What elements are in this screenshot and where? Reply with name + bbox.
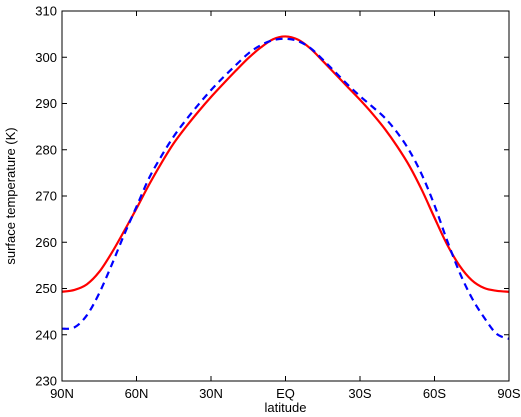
y-axis-label: surface temperature (K) [3,127,18,264]
y-tick-label: 230 [35,374,57,389]
x-tick-label: 60S [423,386,446,401]
x-tick-label: EQ [276,386,295,401]
x-axis-label: latitude [265,400,307,415]
x-tick-label: 30S [348,386,371,401]
x-tick-label: 60N [125,386,149,401]
solid-series-line-0 [61,35,510,293]
y-tick-label: 310 [35,4,57,19]
series-layer [61,35,510,340]
x-tick-label: 90N [50,386,74,401]
y-tick-label: 300 [35,50,57,65]
x-tick-label: 90S [497,386,520,401]
y-tick-label: 290 [35,96,57,111]
y-tick-label: 270 [35,189,57,204]
x-tick-label: 30N [199,386,223,401]
y-tick-label: 250 [35,281,57,296]
y-tick-label: 280 [35,142,57,157]
plot-frame [61,10,510,382]
y-tick-label: 260 [35,235,57,250]
y-tick-label: 240 [35,327,57,342]
dashed-series-line-1 [61,37,510,340]
tick-layer: 90N 60N 30N EQ 30S 60S 90S 230 240 250 260 270 280 29… [35,4,521,402]
